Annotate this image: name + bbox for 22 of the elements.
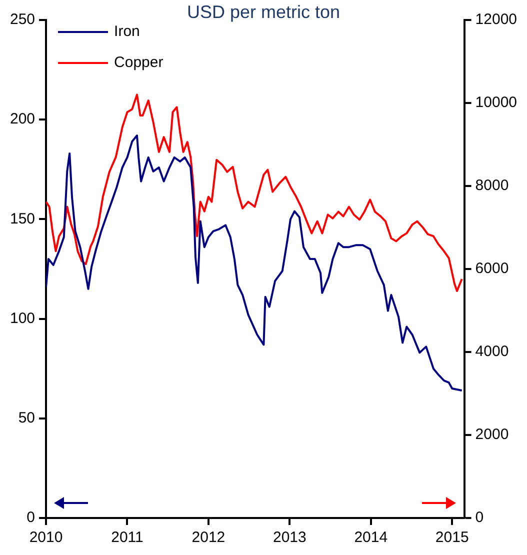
y-tick-label: 0	[26, 509, 36, 526]
y2-tick-label: 8000	[475, 177, 509, 194]
y-tick-label: 100	[10, 310, 36, 327]
y-tick-label: 200	[10, 110, 36, 128]
x-tick-label: 2013	[272, 529, 306, 546]
x-tick-label: 2012	[192, 529, 226, 546]
y2-tick-label: 0	[475, 509, 484, 526]
y2-tick-label: 4000	[475, 343, 509, 360]
y2-tick-label: 2000	[475, 426, 509, 444]
y-tick-label: 250	[10, 11, 36, 28]
y2-tick-label: 6000	[475, 260, 509, 278]
x-tick-label: 2010	[29, 529, 63, 546]
legend-label: Copper	[114, 54, 164, 72]
chart-title: USD per metric ton	[186, 2, 340, 22]
y-tick-label: 150	[10, 210, 36, 228]
x-tick-label: 2011	[111, 529, 144, 546]
y2-tick-label: 12000	[475, 11, 518, 28]
x-tick-label: 2015	[435, 529, 469, 546]
y-tick-label: 50	[18, 410, 36, 427]
legend-label: Iron	[114, 23, 140, 40]
y2-tick-label: 10000	[475, 94, 518, 112]
x-tick-label: 2014	[354, 529, 388, 546]
